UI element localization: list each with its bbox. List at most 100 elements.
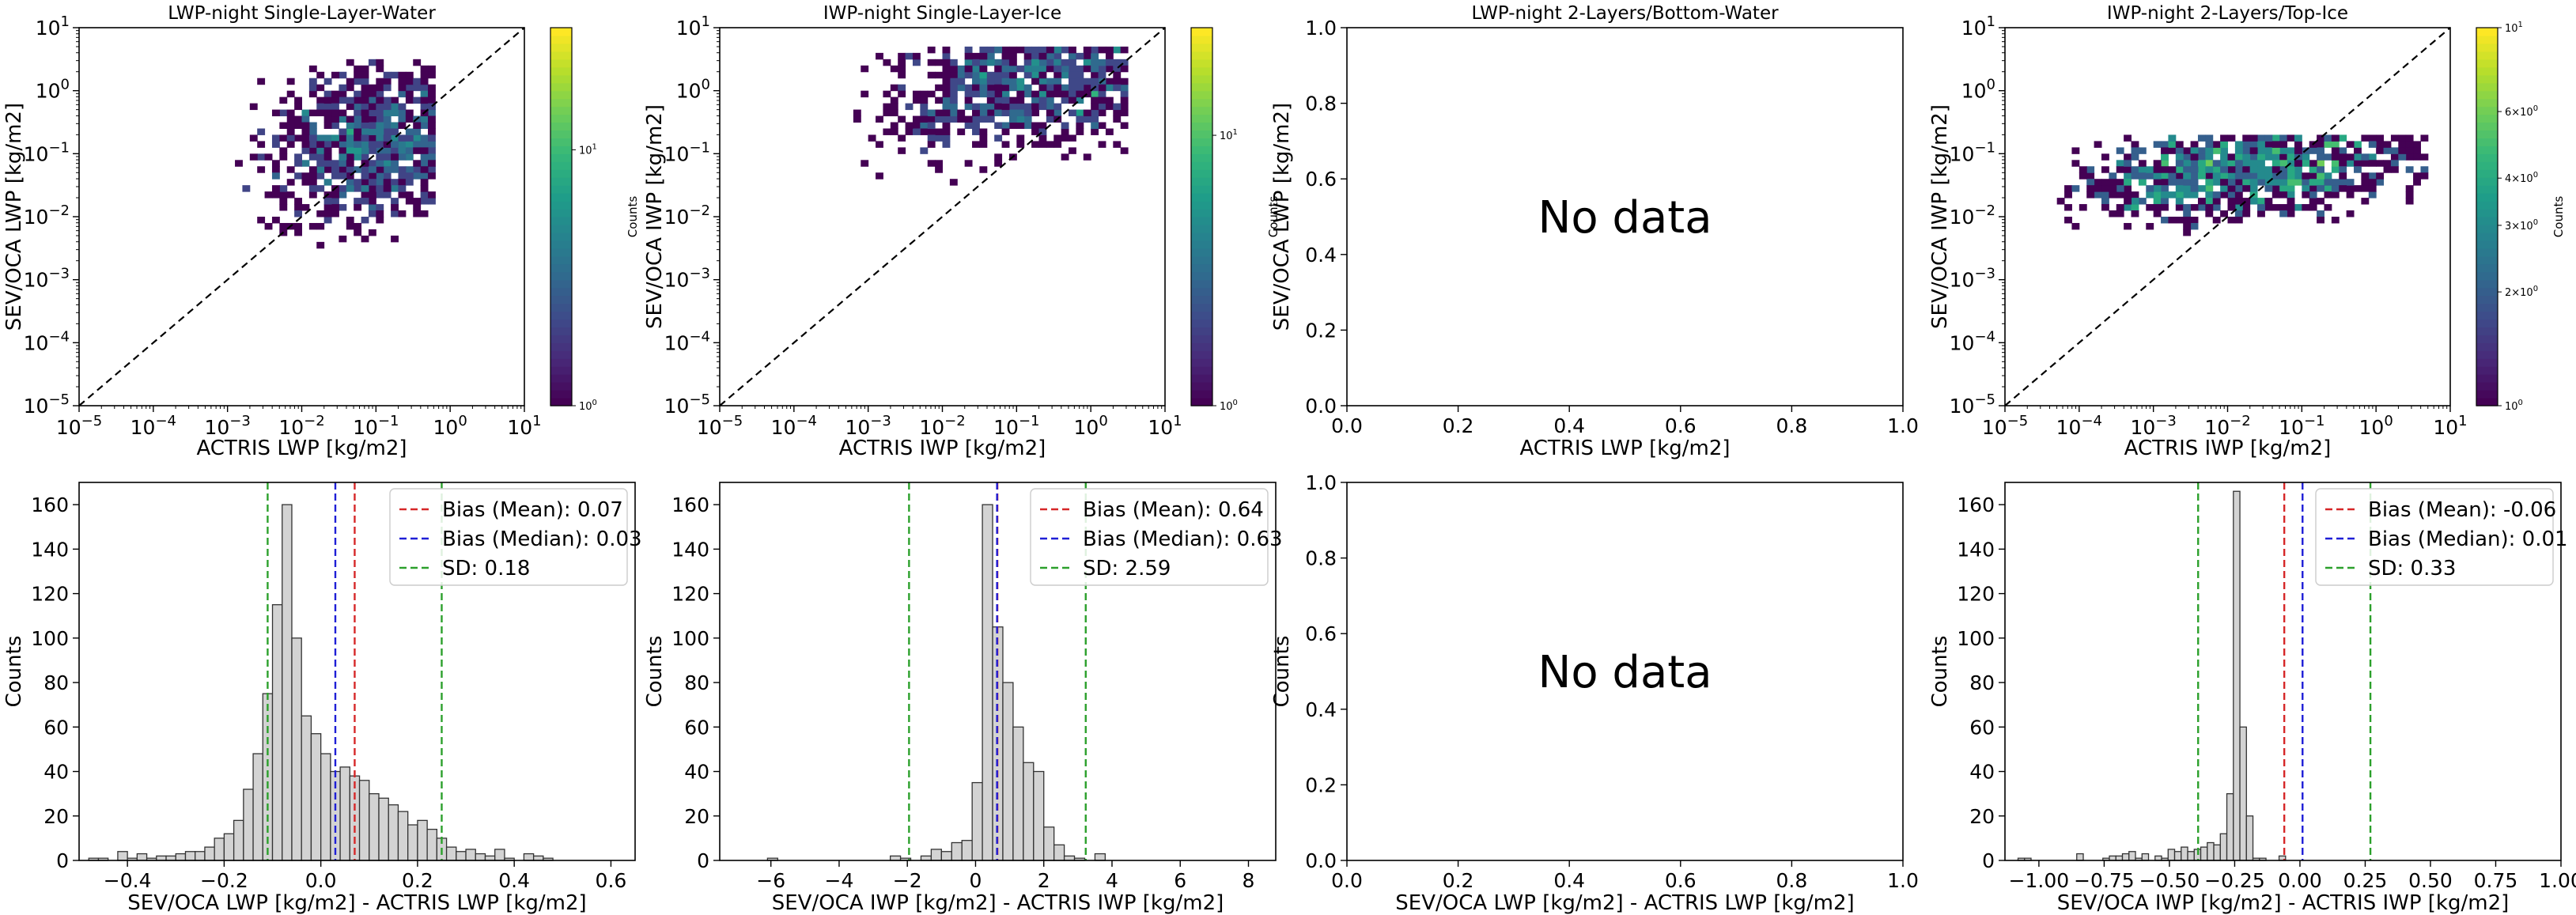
heatmap-cell <box>1038 65 1047 73</box>
heatmap-cell <box>1061 84 1069 92</box>
heatmap-cell <box>2264 185 2273 192</box>
heatmap-cell <box>2413 153 2421 161</box>
x-tick-label: 0.6 <box>1665 869 1697 892</box>
heatmap-cell <box>361 109 369 117</box>
heatmap-cell <box>383 103 392 111</box>
heatmap-cell <box>2234 210 2243 217</box>
heatmap-cell <box>972 103 980 111</box>
heatmap-cell <box>979 128 988 135</box>
colorbar-segment <box>2476 240 2498 249</box>
colorbar-segment <box>1191 153 1212 162</box>
legend-entry: Bias (Mean): 0.64 <box>1083 498 1264 522</box>
heatmap-cell <box>883 109 891 117</box>
colorbar-segment <box>1191 106 1212 115</box>
heatmap-cell <box>1038 122 1047 129</box>
heatmap-cell <box>354 78 362 85</box>
heatmap-cell <box>368 59 376 66</box>
heatmap-cell <box>2324 172 2332 180</box>
heatmap-cell <box>1098 122 1106 129</box>
heatmap-cell <box>2153 160 2162 167</box>
heatmap-cell <box>405 191 414 199</box>
y-tick-label: 140 <box>1957 538 1995 561</box>
heatmap-cell <box>2234 147 2243 154</box>
colorbar-segment <box>2476 201 2498 210</box>
heatmap-cell <box>361 235 369 243</box>
y-tick-label: 100 <box>31 627 69 650</box>
heatmap-cell <box>1016 103 1025 111</box>
heatmap-cell <box>1001 84 1010 92</box>
heatmap-cell <box>2242 141 2251 148</box>
heatmap-cell <box>413 198 422 205</box>
heatmap-cell <box>1038 78 1047 85</box>
histogram-bar <box>417 819 428 861</box>
y-tick-label: 20 <box>44 805 69 828</box>
heatmap-cell <box>2101 191 2109 199</box>
heatmap-cell <box>2331 134 2340 142</box>
heatmap-cell <box>2242 160 2251 167</box>
histogram-bar <box>1012 726 1024 861</box>
heatmap-cell <box>1076 84 1084 92</box>
heatmap-cell <box>1008 59 1017 66</box>
heatmap-cell <box>2131 172 2139 180</box>
heatmap-cell <box>1053 59 1062 66</box>
heatmap-cell <box>398 153 407 161</box>
heatmap-cell <box>391 210 399 217</box>
legend-entry: Bias (Median): 0.63 <box>1083 527 1283 551</box>
heatmap-cell <box>1031 78 1039 85</box>
legend-entry: Bias (Median): 0.03 <box>442 527 642 551</box>
heatmap-cell <box>2361 134 2370 142</box>
x-tick-label: 0.00 <box>2278 869 2322 892</box>
heatmap-cell <box>1008 52 1017 60</box>
heatmap-cell <box>376 160 384 167</box>
heatmap-cell <box>286 122 295 129</box>
legend-entry: Bias (Median): 0.01 <box>2368 527 2568 551</box>
heatmap-cell <box>383 96 392 104</box>
heatmap-cell <box>420 153 429 161</box>
heatmap-cell <box>391 235 399 243</box>
heatmap-cell <box>316 147 325 154</box>
heatmap-cell <box>1038 52 1047 60</box>
colorbar-segment <box>550 177 572 186</box>
heatmap-cell <box>2405 198 2414 205</box>
heatmap-cell <box>420 103 429 111</box>
heatmap-cell <box>2175 153 2184 161</box>
heatmap-cell <box>398 90 407 98</box>
heatmap-cell <box>376 172 384 180</box>
legend-box <box>389 488 628 586</box>
heatmap-cell <box>949 109 958 117</box>
heatmap-cell <box>279 109 288 117</box>
heatmap-cell <box>920 103 929 111</box>
heatmap-cell <box>1069 147 1076 154</box>
no-data-annotation: No data <box>1538 647 1712 698</box>
heatmap-cell <box>383 166 392 173</box>
heatmap-cell <box>301 109 310 117</box>
heatmap-cell <box>368 229 376 236</box>
heatmap-cell <box>2309 191 2317 199</box>
heatmap-cell <box>2175 198 2184 205</box>
heatmap-cell <box>405 172 414 180</box>
heatmap-cell <box>308 128 317 135</box>
heatmap-cell <box>279 198 288 205</box>
heatmap-cell <box>331 134 339 142</box>
x-tick-label: 0.0 <box>305 869 337 892</box>
heatmap-cell <box>346 115 354 123</box>
heatmap-cell <box>2064 204 2072 211</box>
heatmap-cell <box>376 90 384 98</box>
heatmap-cell <box>2197 153 2206 161</box>
heatmap-cell <box>1016 122 1025 129</box>
colorbar-segment <box>2476 185 2498 194</box>
heatmap-cell <box>1061 59 1069 66</box>
heatmap-cell <box>2190 222 2199 230</box>
heatmap-cell <box>1023 52 1032 60</box>
heatmap-cell <box>2279 153 2288 161</box>
heatmap-cell <box>346 147 354 154</box>
heatmap-cell <box>1076 65 1084 73</box>
heatmap-cell <box>2086 172 2095 180</box>
histogram-bar <box>339 766 350 861</box>
heatmap-cell <box>2138 160 2147 167</box>
heatmap-cell <box>2405 166 2414 173</box>
heatmap-cell <box>391 153 399 161</box>
heatmap-cell <box>2205 185 2214 192</box>
y-tick-label: 10−1 <box>664 139 710 165</box>
heatmap-cell <box>376 179 384 186</box>
